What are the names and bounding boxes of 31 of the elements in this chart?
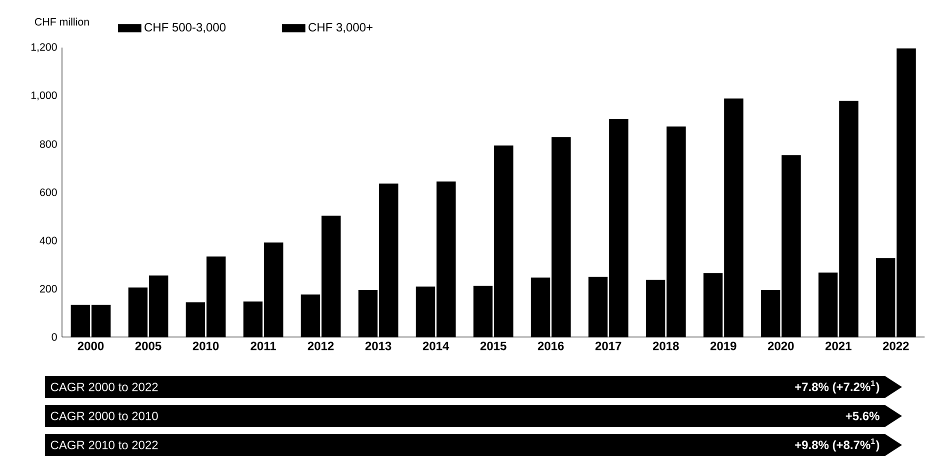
x-tick-label: 2010 xyxy=(192,342,219,350)
x-tick-label: 2020 xyxy=(768,342,794,350)
text: +5.6% xyxy=(846,412,880,420)
x-tick-label: 2022 xyxy=(882,342,909,350)
text: +7.8% (+7.2%$^{1}$) xyxy=(795,380,880,394)
x-tick-label: 2018 xyxy=(652,342,679,350)
legend-label: CHF 500-3,000 xyxy=(144,22,226,33)
x-tick-label: 2013 xyxy=(365,342,392,350)
y-tick-label: 1,200 xyxy=(31,43,57,52)
text: +9.8% (+8.7%$^{1}$) xyxy=(795,438,880,452)
text: CAGR 2010 to 2022 xyxy=(50,440,158,450)
y-tick-label: 400 xyxy=(40,236,57,244)
y-tick-label: 800 xyxy=(40,140,57,148)
text: CAGR 2000 to 2010 xyxy=(50,412,158,420)
legend-label: CHF 3,000+ xyxy=(308,22,372,33)
x-tick-label: 2015 xyxy=(480,342,506,350)
y-tick-label: 600 xyxy=(40,188,57,196)
text: CAGR 2000 to 2022 xyxy=(50,382,158,392)
x-tick-label: 2017 xyxy=(595,342,622,350)
x-tick-label: 2016 xyxy=(538,342,564,350)
y-axis-title: CHF million xyxy=(34,18,89,26)
x-tick-label: 2021 xyxy=(825,342,852,350)
x-tick-label: 2000 xyxy=(78,342,104,350)
x-tick-label: 2014 xyxy=(422,342,450,350)
y-tick-label: 1,000 xyxy=(31,91,57,100)
x-tick-label: 2011 xyxy=(250,342,276,350)
x-tick-label: 2019 xyxy=(710,342,736,350)
y-tick-label: 0 xyxy=(52,333,57,341)
y-tick-label: 200 xyxy=(40,285,57,293)
x-tick-label: 2012 xyxy=(308,342,334,350)
x-tick-label: 2005 xyxy=(135,342,162,350)
